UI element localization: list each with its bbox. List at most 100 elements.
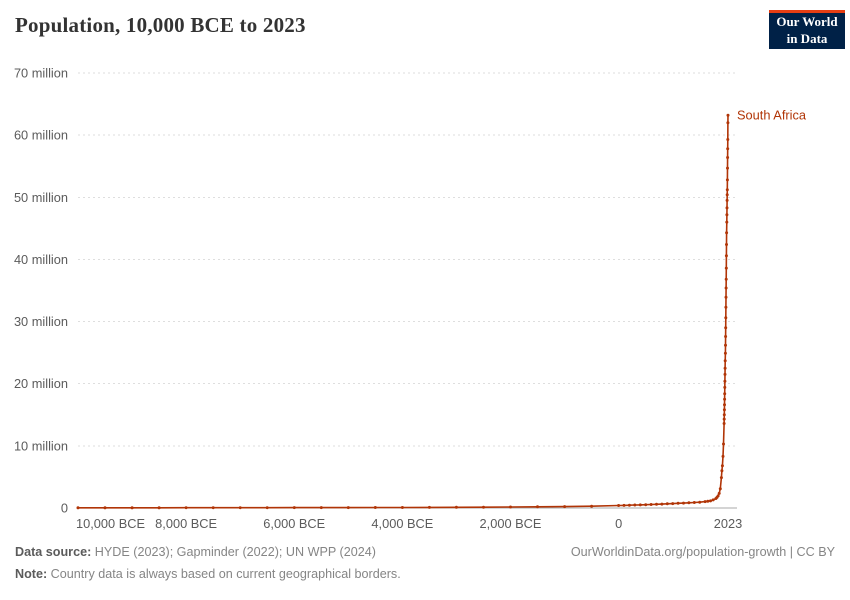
data-point-marker (76, 506, 80, 510)
data-point-marker (725, 193, 729, 197)
data-point-marker (373, 506, 377, 509)
owid-logo[interactable]: Our World in Data (769, 10, 845, 49)
chart-footer: Data source: HYDE (2023); Gapminder (202… (15, 541, 835, 585)
y-tick-label: 30 million (14, 314, 68, 329)
data-point-marker (723, 397, 727, 401)
series-label: South Africa (737, 107, 807, 122)
data-point-marker (665, 502, 669, 506)
data-point-marker (719, 476, 723, 480)
data-point-marker (427, 505, 431, 509)
data-point-marker (723, 359, 727, 363)
data-point-marker (454, 505, 458, 509)
data-point-marker (692, 501, 696, 504)
y-tick-label: 60 million (14, 128, 68, 143)
data-point-marker (723, 372, 727, 376)
y-tick-label: 0 (61, 501, 68, 516)
data-point-marker (720, 469, 724, 473)
data-point-marker (726, 138, 730, 141)
data-point-marker (644, 503, 648, 507)
x-tick-label: 10,000 BCE (76, 516, 145, 531)
y-tick-label: 40 million (14, 252, 68, 267)
footer-row-1: Data source: HYDE (2023); Gapminder (202… (15, 541, 835, 563)
data-point-marker (655, 502, 658, 506)
y-tick-label: 70 million (14, 66, 68, 81)
data-point-marker (726, 121, 730, 125)
data-point-marker (682, 501, 685, 505)
owid-logo-line1: Our World (776, 14, 838, 30)
data-point-marker (725, 198, 729, 202)
data-point-marker (103, 506, 107, 510)
data-point-marker (627, 503, 631, 507)
data-point-marker (725, 243, 728, 246)
y-tick-label: 10 million (14, 438, 68, 453)
data-point-marker (725, 188, 729, 192)
x-tick-label: 2,000 BCE (480, 516, 542, 531)
data-point-marker (724, 305, 728, 309)
data-point-marker (676, 501, 680, 505)
owid-logo-line2: in Data (786, 31, 828, 46)
data-source-text: Data source: HYDE (2023); Gapminder (202… (15, 541, 376, 563)
data-point-marker (319, 506, 323, 510)
data-point-marker (724, 277, 728, 281)
data-point-marker (590, 504, 594, 508)
data-point-marker (721, 454, 725, 458)
data-source-label: Data source: (15, 545, 92, 559)
data-point-marker (724, 266, 728, 270)
data-point-marker (211, 506, 215, 510)
data-point-marker (726, 113, 730, 117)
data-point-marker (725, 206, 729, 210)
data-point-marker (238, 506, 242, 510)
x-tick-label: 2023 (714, 516, 742, 531)
note-value: Country data is always based on current … (47, 567, 401, 582)
data-point-marker (718, 487, 722, 491)
data-point-marker (723, 385, 727, 389)
data-point-marker (617, 504, 621, 507)
data-point-marker (671, 502, 675, 506)
data-point-marker (709, 499, 712, 503)
y-tick-label: 20 million (14, 376, 68, 391)
series-line (78, 115, 729, 509)
data-point-marker (638, 503, 642, 507)
data-point-marker (622, 503, 626, 507)
data-point-marker (687, 501, 691, 505)
x-tick-label: 0 (615, 516, 622, 531)
data-point-marker (649, 503, 653, 506)
data-point-marker (724, 286, 728, 290)
data-point-marker (724, 316, 728, 320)
data-point-marker (722, 417, 726, 421)
data-point-marker (724, 335, 728, 338)
note-text: Note: Country data is always based on cu… (15, 563, 401, 585)
x-tick-label: 6,000 BCE (263, 516, 325, 531)
data-point-marker (563, 505, 567, 509)
data-point-marker (265, 506, 269, 510)
data-point-marker (726, 166, 729, 170)
data-point-marker (724, 343, 727, 347)
data-point-marker (723, 403, 726, 407)
data-point-marker (130, 506, 134, 510)
data-point-marker (724, 295, 728, 299)
data-point-marker (724, 254, 728, 258)
footer-row-2: Note: Country data is always based on cu… (15, 563, 835, 585)
data-point-marker (184, 506, 188, 510)
data-point-marker (509, 505, 512, 509)
data-point-marker (723, 366, 727, 370)
data-point-marker (660, 502, 664, 506)
data-point-marker (536, 505, 539, 509)
data-point-marker (723, 351, 727, 355)
footer-link[interactable]: OurWorldinData.org/population-growth | C… (570, 545, 835, 559)
data-point-marker (717, 491, 721, 495)
data-point-marker (725, 213, 729, 217)
data-point-marker (726, 156, 730, 159)
y-tick-label: 50 million (14, 190, 68, 205)
data-point-marker (716, 494, 720, 498)
data-point-marker (722, 442, 725, 446)
data-point-marker (722, 422, 726, 425)
data-point-marker (346, 506, 350, 510)
data-point-marker (722, 408, 726, 412)
data-point-marker (724, 326, 728, 330)
data-point-marker (292, 506, 296, 510)
data-point-marker (698, 500, 702, 504)
data-point-marker (726, 147, 730, 151)
